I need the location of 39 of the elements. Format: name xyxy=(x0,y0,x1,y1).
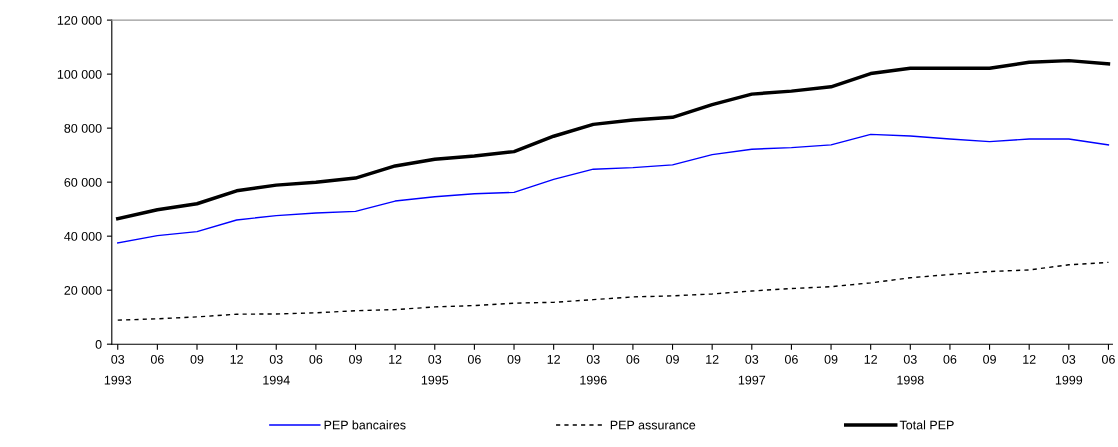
x-tick-label: 09 xyxy=(507,354,521,364)
x-tick-label: 03 1993 xyxy=(104,354,132,385)
x-tick-label: 06 xyxy=(943,354,957,364)
line-series xyxy=(116,58,1111,221)
x-tick-label: 09 xyxy=(349,354,362,364)
x-tick-label: 06 xyxy=(150,354,164,364)
legend-label: PEP bancaires xyxy=(324,420,406,430)
x-tick-label: 09 xyxy=(190,354,204,364)
line-series xyxy=(117,133,1110,244)
y-tick-label: 0 xyxy=(95,339,102,349)
x-tick-label: 06 xyxy=(784,354,798,364)
x-tick-label: 03 1996 xyxy=(580,354,607,385)
x-tick-label: 06 xyxy=(626,354,640,364)
x-tick-label: 12 xyxy=(547,354,560,364)
y-tick-label: 40 000 xyxy=(64,231,102,241)
y-tick-label: 20 000 xyxy=(64,285,102,295)
x-tick-label: 03 1999 xyxy=(1055,354,1083,385)
x-tick-label: 03 1998 xyxy=(897,354,924,385)
line-series xyxy=(117,261,1110,321)
x-tick-label: 12 xyxy=(1023,354,1036,364)
legend-label: Total PEP xyxy=(899,420,954,430)
x-tick-label: 09 xyxy=(824,354,838,364)
x-tick-label: 06 xyxy=(1101,354,1115,364)
x-tick-label: 12 xyxy=(864,354,877,364)
x-tick-label: 09 xyxy=(983,354,996,364)
x-tick-label: 12 xyxy=(389,354,402,364)
x-tick-label: 12 xyxy=(706,354,719,364)
y-tick-label: 100 000 xyxy=(57,69,102,79)
y-tick-label: 60 000 xyxy=(64,177,102,187)
x-tick-label: 03 1995 xyxy=(421,354,449,385)
legend-label: PEP assurance xyxy=(610,420,696,430)
y-tick-label: 120 000 xyxy=(57,15,102,25)
x-tick-label: 03 1997 xyxy=(738,354,766,385)
x-tick-label: 06 xyxy=(309,354,323,364)
x-tick-label: 09 xyxy=(666,354,679,364)
x-tick-label: 06 xyxy=(467,354,481,364)
x-tick-label: 12 xyxy=(230,354,243,364)
y-tick-label: 80 000 xyxy=(64,123,102,133)
x-tick-label: 03 1994 xyxy=(263,354,290,385)
